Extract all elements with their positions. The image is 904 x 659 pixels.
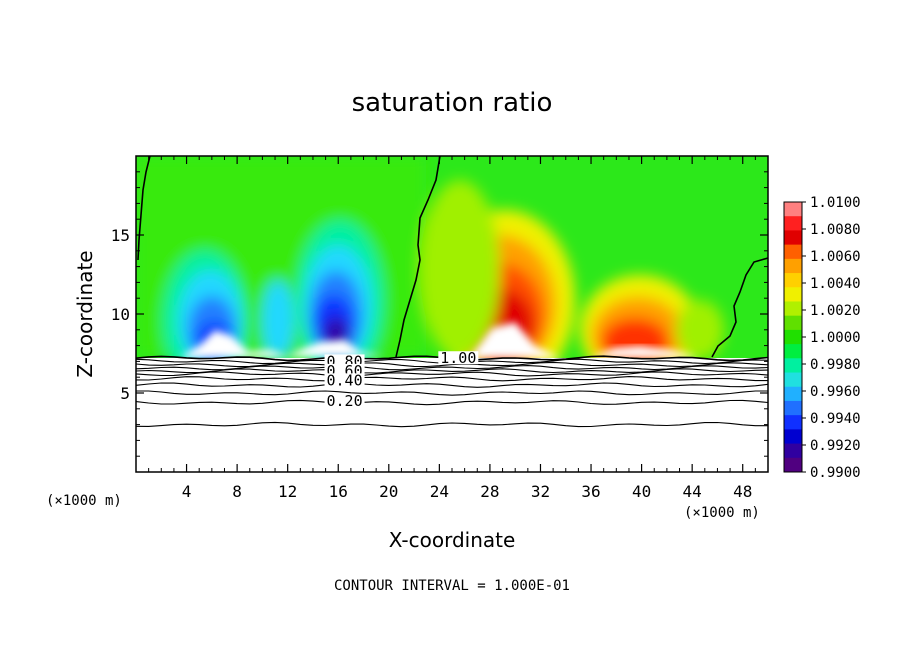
x-tick-label: 28: [480, 482, 499, 501]
contour-line: [136, 399, 768, 406]
contour-label: 1.00: [440, 349, 476, 367]
colorbar-swatch: [784, 216, 802, 231]
x-tick-label: 40: [632, 482, 651, 501]
colorbar-swatch: [784, 230, 802, 246]
contour-line: [136, 390, 768, 396]
colorbar-swatch: [784, 344, 802, 359]
x-tick-label: 20: [379, 482, 398, 501]
colorbar-tick-label: 0.9940: [810, 411, 861, 427]
white-region-left: [180, 330, 385, 358]
x-tick-label: 4: [182, 482, 192, 501]
colorbar-swatch: [784, 443, 802, 459]
contour-line: [136, 368, 768, 374]
contour-line: [136, 361, 768, 368]
colorbar-swatch: [784, 202, 802, 217]
colorbar-swatch: [784, 429, 802, 445]
contour-line: [136, 382, 768, 388]
x-tick-label: 36: [581, 482, 600, 501]
plot-area: [136, 156, 768, 472]
contour-1-right: [711, 257, 768, 358]
x-tick-label: 32: [531, 482, 550, 501]
contour-line: [136, 376, 768, 382]
x-axis-label: X-coordinate: [389, 528, 516, 552]
contour-label-bg: [324, 393, 365, 407]
colorbar-swatch: [784, 287, 802, 302]
colorbar-swatch: [784, 329, 802, 345]
contour-line: [136, 421, 768, 428]
x-units-left: (×1000 m): [46, 493, 122, 509]
colorbar-swatch: [784, 315, 802, 331]
x-axis: 4 8 12 16 20 24 28 32 36 40 44 48: [148, 156, 756, 501]
contour-label: 0.20: [326, 392, 362, 410]
contour-label-bg: [438, 351, 479, 365]
contour-1-left: [137, 156, 151, 261]
colorbar-tick-label: 0.9920: [810, 438, 861, 454]
chart-title: saturation ratio: [352, 88, 553, 118]
colorbar-tick-label: 1.0040: [810, 276, 861, 292]
x-tick-label: 48: [733, 482, 752, 501]
y-tick-label: 10: [111, 305, 130, 324]
colorbar-swatch: [784, 386, 802, 402]
colorbar-tick-label: 1.0100: [810, 195, 861, 211]
contour-label-bg: [324, 373, 365, 387]
colorbar-tick-label: 1.0080: [810, 222, 861, 238]
colorbar-swatch: [784, 400, 802, 416]
contour-line: [136, 365, 768, 371]
footer-text: CONTOUR INTERVAL = 1.000E-01: [334, 578, 570, 594]
colorbar-swatch: [784, 415, 802, 430]
x-tick-label: 8: [232, 482, 242, 501]
x-tick-label: 44: [683, 482, 702, 501]
colorbar-swatch: [784, 258, 802, 274]
white-region-right: [470, 322, 560, 358]
y-tick-label: 5: [120, 384, 130, 403]
contour-1-middle: [395, 156, 441, 358]
colorbar-tick-label: 0.9900: [810, 465, 861, 481]
colorbar-swatch: [784, 244, 802, 260]
colorbar: 1.0100 1.0080 1.0060 1.0040 1.0020 1.0000 0.99…: [783, 195, 861, 481]
colorbar-swatch: [784, 358, 802, 374]
colorbar-tick-label: 1.0060: [810, 249, 861, 265]
y-axis-label: Z-coordinate: [73, 250, 97, 377]
x-units-right: (×1000 m): [684, 505, 760, 521]
y-axis: 5 10 15: [111, 171, 768, 457]
contour-label: 0.40: [326, 371, 362, 389]
white-region-far: [590, 346, 700, 358]
x-tick-label: 24: [430, 482, 449, 501]
colorbar-swatch: [784, 273, 802, 288]
colorbar-swatch: [784, 457, 802, 473]
contour-line: [136, 371, 768, 377]
colorbar-swatch: [784, 372, 802, 388]
colorbar-tick-label: 1.0020: [810, 303, 861, 319]
colorbar-swatch: [784, 301, 802, 317]
x-tick-label: 12: [278, 482, 297, 501]
contour-labels: 1.000.800.600.400.20: [324, 349, 479, 410]
y-tick-label: 15: [111, 226, 130, 245]
lower-region: [136, 358, 768, 472]
colorbar-tick-label: 0.9960: [810, 384, 861, 400]
colorbar-tick-label: 1.0000: [810, 330, 861, 346]
colorbar-tick-label: 0.9980: [810, 357, 861, 373]
x-tick-label: 16: [329, 482, 348, 501]
